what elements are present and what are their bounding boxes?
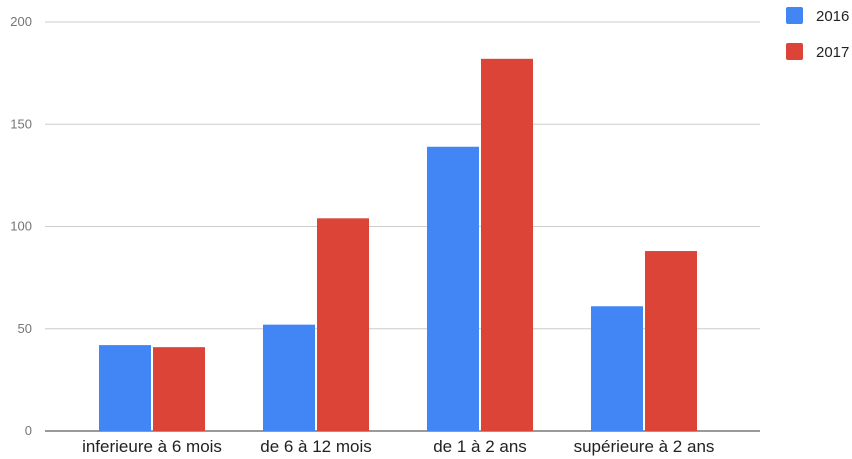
bar-2017-2 [481,58,533,432]
y-axis-ticks: 0 50 100 150 200 [10,14,32,438]
bar-2016-2 [427,146,479,431]
y-tick-label: 100 [10,219,32,234]
y-tick-label: 0 [25,423,32,438]
y-tick-label: 200 [10,14,32,29]
bar-2017-0 [153,347,205,431]
x-category-label: supérieure à 2 ans [574,437,715,456]
x-axis-labels: inferieure à 6 mois de 6 à 12 mois de 1 à … [82,437,714,456]
x-category-label: de 1 à 2 ans [433,437,527,456]
y-tick-label: 150 [10,116,32,131]
x-category-label: de 6 à 12 mois [260,437,372,456]
legend-label: 2016 [816,8,849,25]
bar-2016-3 [591,306,643,431]
legend: 2016 2017 [786,7,849,61]
bar-2016-0 [99,345,151,431]
legend-swatch-2017 [786,43,803,60]
x-category-label: inferieure à 6 mois [82,437,222,456]
y-tick-label: 50 [18,321,32,336]
bar-2016-1 [263,324,315,431]
bars [99,58,697,432]
legend-label: 2017 [816,44,849,61]
legend-swatch-2016 [786,7,803,24]
bar-2017-3 [645,251,697,431]
bar-2017-1 [317,218,369,431]
